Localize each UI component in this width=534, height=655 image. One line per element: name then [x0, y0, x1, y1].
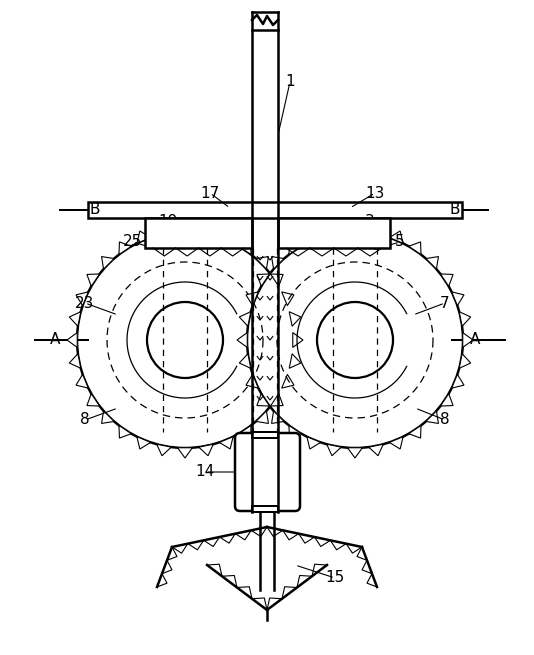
- Polygon shape: [257, 394, 270, 406]
- Polygon shape: [101, 411, 114, 423]
- Text: 17: 17: [200, 185, 219, 200]
- Polygon shape: [459, 312, 471, 326]
- Polygon shape: [282, 375, 294, 388]
- Polygon shape: [199, 224, 213, 236]
- Polygon shape: [272, 257, 284, 269]
- Text: 23: 23: [75, 295, 95, 310]
- Polygon shape: [256, 411, 269, 423]
- Polygon shape: [389, 437, 403, 449]
- Polygon shape: [426, 257, 438, 269]
- Text: 8: 8: [80, 413, 90, 428]
- Polygon shape: [219, 231, 233, 243]
- Polygon shape: [119, 242, 131, 255]
- Polygon shape: [327, 224, 341, 236]
- Polygon shape: [119, 426, 131, 438]
- Polygon shape: [257, 274, 270, 286]
- Text: A: A: [50, 333, 60, 348]
- Circle shape: [247, 232, 463, 448]
- Polygon shape: [239, 242, 251, 255]
- Polygon shape: [270, 394, 283, 406]
- Circle shape: [317, 302, 393, 378]
- Polygon shape: [69, 354, 81, 368]
- Circle shape: [147, 302, 223, 378]
- Bar: [145, 218, 252, 248]
- Polygon shape: [239, 354, 251, 368]
- Polygon shape: [270, 274, 283, 286]
- Polygon shape: [156, 224, 171, 236]
- Polygon shape: [239, 426, 251, 438]
- Polygon shape: [348, 222, 363, 233]
- Polygon shape: [441, 394, 453, 406]
- Polygon shape: [293, 333, 303, 347]
- Polygon shape: [282, 292, 294, 306]
- Bar: [252, 506, 278, 512]
- Polygon shape: [156, 444, 171, 456]
- Polygon shape: [178, 448, 192, 458]
- Polygon shape: [101, 257, 114, 269]
- Bar: [88, 202, 462, 218]
- Polygon shape: [137, 437, 151, 449]
- Polygon shape: [87, 394, 99, 406]
- Polygon shape: [409, 426, 421, 438]
- Text: 7: 7: [440, 295, 450, 310]
- Text: 13: 13: [365, 185, 384, 200]
- Text: B: B: [90, 202, 100, 217]
- Polygon shape: [76, 375, 88, 388]
- Polygon shape: [348, 448, 363, 458]
- Polygon shape: [389, 231, 403, 243]
- Polygon shape: [69, 312, 81, 326]
- Polygon shape: [199, 444, 213, 456]
- Polygon shape: [307, 437, 320, 449]
- Polygon shape: [289, 426, 301, 438]
- Polygon shape: [178, 222, 192, 233]
- Text: 25: 25: [123, 234, 143, 250]
- Polygon shape: [246, 292, 258, 306]
- Circle shape: [77, 232, 293, 448]
- Polygon shape: [452, 375, 464, 388]
- Polygon shape: [87, 274, 99, 286]
- Polygon shape: [289, 242, 301, 255]
- Polygon shape: [67, 333, 77, 347]
- Polygon shape: [307, 231, 320, 243]
- FancyBboxPatch shape: [235, 433, 300, 511]
- Polygon shape: [137, 231, 151, 243]
- Bar: [278, 218, 390, 248]
- Polygon shape: [237, 333, 247, 347]
- Polygon shape: [256, 257, 269, 269]
- Polygon shape: [289, 312, 301, 326]
- Polygon shape: [369, 224, 383, 236]
- Text: 5: 5: [395, 234, 405, 250]
- Bar: [252, 432, 278, 438]
- Polygon shape: [452, 292, 464, 306]
- Text: A: A: [470, 333, 480, 348]
- Text: 8: 8: [440, 413, 450, 428]
- Polygon shape: [327, 444, 341, 456]
- Polygon shape: [459, 354, 471, 368]
- Polygon shape: [426, 411, 438, 423]
- Polygon shape: [272, 411, 284, 423]
- Text: 19: 19: [158, 214, 178, 229]
- Polygon shape: [219, 437, 233, 449]
- Text: 15: 15: [325, 571, 344, 586]
- Polygon shape: [441, 274, 453, 286]
- Polygon shape: [369, 444, 383, 456]
- Text: 1: 1: [285, 75, 295, 90]
- Polygon shape: [239, 312, 251, 326]
- Text: 3: 3: [365, 214, 375, 229]
- Polygon shape: [246, 375, 258, 388]
- Polygon shape: [409, 242, 421, 255]
- Polygon shape: [76, 292, 88, 306]
- Polygon shape: [289, 354, 301, 368]
- Text: B: B: [450, 202, 460, 217]
- Polygon shape: [463, 333, 473, 347]
- Text: 14: 14: [195, 464, 215, 479]
